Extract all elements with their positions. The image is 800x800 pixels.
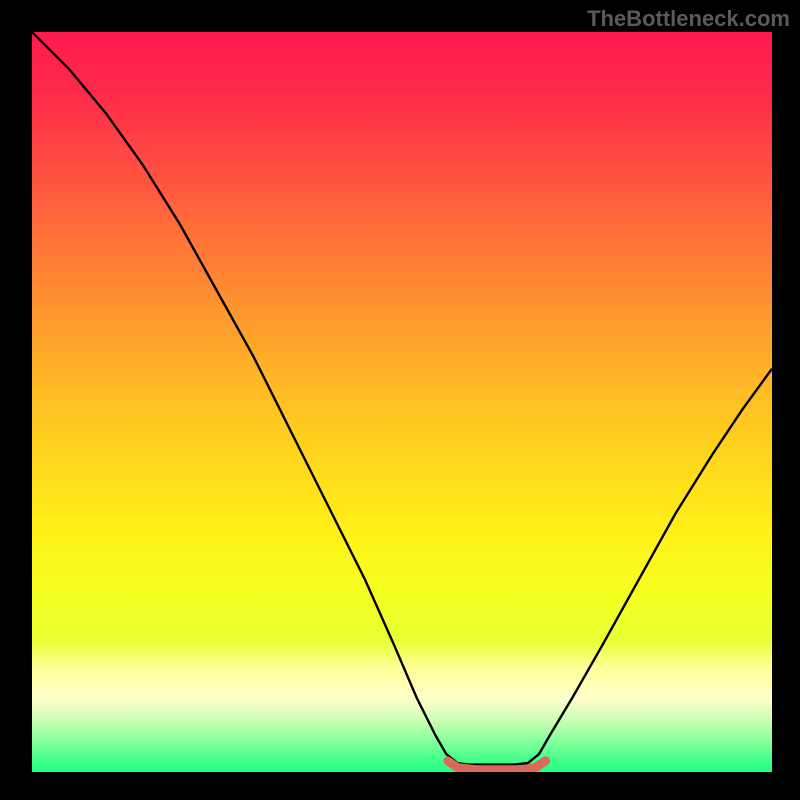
plot-area [32, 32, 772, 772]
chart-container: TheBottleneck.com [0, 0, 800, 800]
watermark-text: TheBottleneck.com [587, 6, 790, 32]
chart-svg [32, 32, 772, 772]
